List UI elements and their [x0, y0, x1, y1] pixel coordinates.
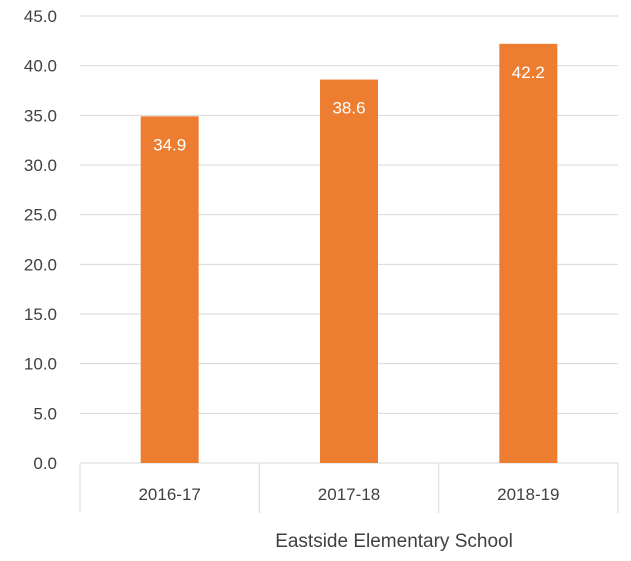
y-tick-label: 35.0 — [24, 106, 57, 125]
bar-2017-18 — [320, 79, 378, 463]
x-tick-label: 2016-17 — [138, 485, 200, 504]
y-tick-label: 25.0 — [24, 206, 57, 225]
bar-2016-17 — [140, 116, 199, 464]
y-tick-label: 5.0 — [33, 404, 57, 423]
y-tick-label: 15.0 — [24, 305, 57, 324]
y-tick-label: 40.0 — [24, 57, 57, 76]
y-tick-label: 30.0 — [24, 156, 57, 175]
y-tick-label: 20.0 — [24, 255, 57, 274]
data-label: 42.2 — [512, 63, 545, 82]
y-tick-label: 0.0 — [33, 454, 57, 473]
data-label: 38.6 — [332, 99, 365, 118]
bar-2018-19 — [499, 43, 558, 464]
x-tick-label: 2018-19 — [497, 485, 559, 504]
data-label: 34.9 — [153, 135, 186, 154]
y-tick-label: 10.0 — [24, 355, 57, 374]
y-tick-label: 45.0 — [24, 7, 57, 26]
group-axis-label: Eastside Elementary School — [275, 531, 513, 552]
x-tick-label: 2017-18 — [318, 485, 380, 504]
